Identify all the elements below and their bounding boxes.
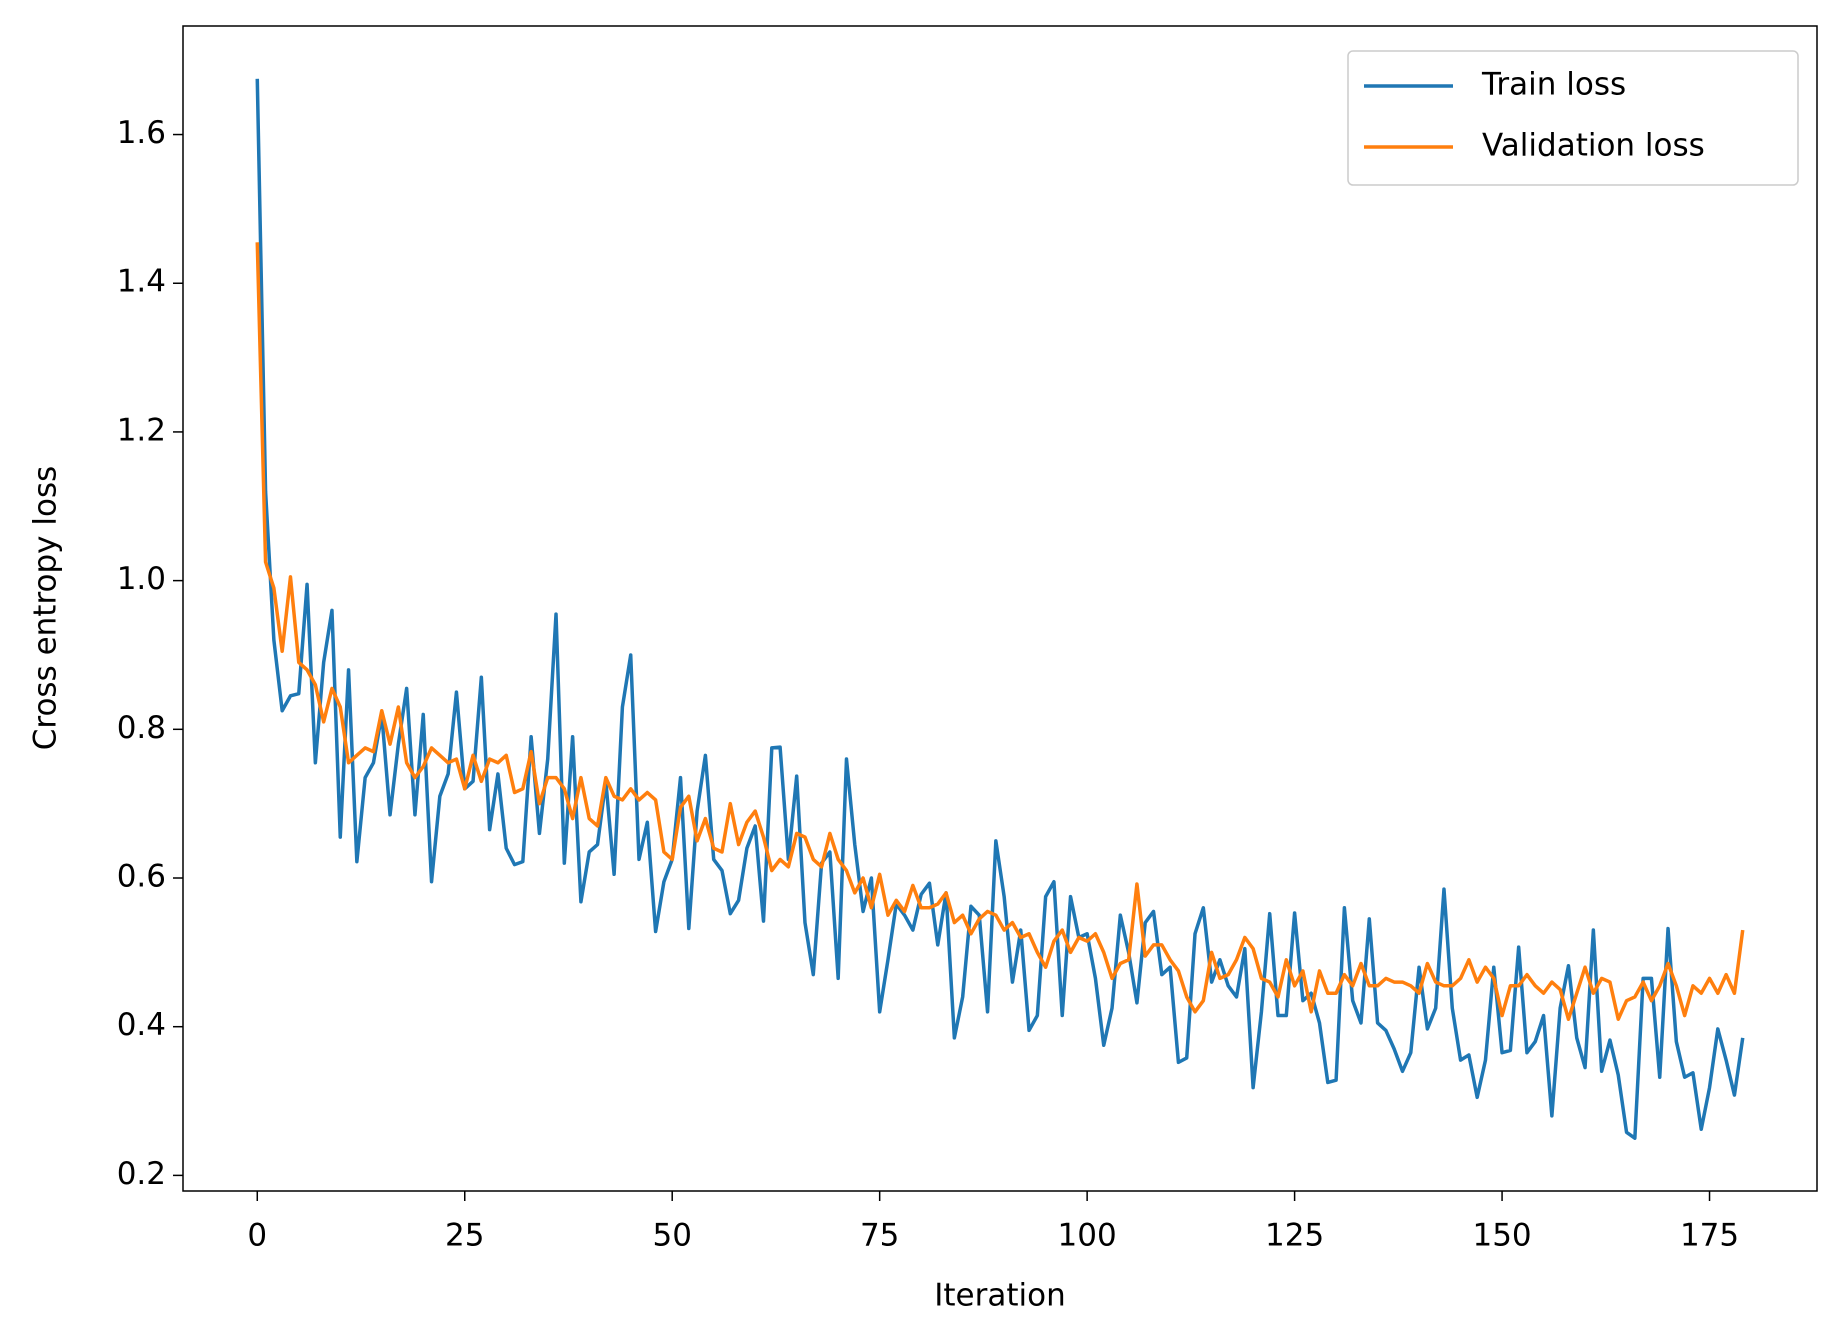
x-tick-label: 175 [1680,1218,1739,1254]
legend-label: Train loss [1481,67,1626,103]
x-tick-label: 0 [247,1218,267,1254]
y-tick-label: 0.4 [117,1007,166,1043]
y-tick-label: 0.8 [117,710,166,746]
axes-frame [182,25,1818,1192]
x-tick-label: 50 [652,1218,691,1254]
legend-label: Validation loss [1482,128,1705,164]
x-tick-label: 125 [1265,1218,1324,1254]
line-series [255,242,1745,1022]
y-tick-label: 1.4 [117,264,166,300]
x-tick-label: 100 [1058,1218,1117,1254]
y-tick-label: 0.6 [117,859,166,895]
y-tick-label: 0.2 [117,1156,166,1192]
y-tick-label: 1.2 [117,412,166,448]
x-tick-label: 75 [860,1218,899,1254]
y-tick-label: 1.0 [117,561,166,597]
legend-box [1347,50,1799,186]
line-series [255,78,1745,1140]
y-tick-label: 1.6 [117,115,166,151]
x-axis-label: Iteration [934,1278,1066,1314]
y-axis-label: Cross entropy loss [28,466,64,751]
x-tick-label: 150 [1472,1218,1531,1254]
x-tick-label: 25 [445,1218,484,1254]
